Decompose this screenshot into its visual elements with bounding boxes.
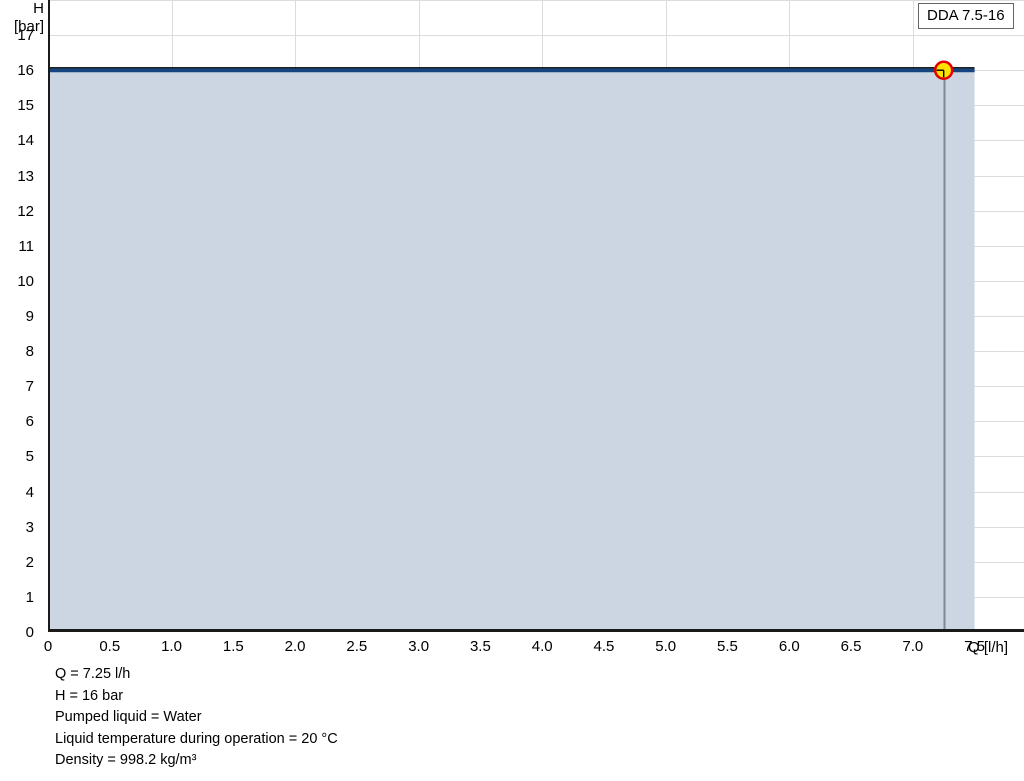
x-tick-2.0: 2.0: [284, 638, 306, 655]
y-tick-5: 5: [25, 448, 34, 466]
info-density: Density = 998.2 kg/m³: [55, 752, 197, 768]
operating-point-info: Q = 7.25 l/h H = 16 bar Pumped liquid = …: [55, 664, 338, 772]
plot-canvas: [48, 0, 1024, 632]
y-tick-0: 0: [25, 624, 34, 641]
y-axis-title: H [bar]: [8, 0, 44, 36]
x-tick-3.5: 3.5: [469, 638, 491, 655]
duty-point-marker[interactable]: [933, 60, 954, 80]
y-tick-4: 4: [25, 483, 34, 501]
x-tick-3.0: 3.0: [408, 638, 430, 655]
legend-box: DDA 7.5-16: [918, 3, 1014, 29]
x-tick-6.5: 6.5: [840, 638, 862, 655]
x-tick-0.5: 0.5: [99, 638, 121, 655]
x-tick-1.5: 1.5: [222, 638, 244, 655]
y-tick-7: 7: [25, 378, 34, 396]
performance-area-fill: [48, 70, 975, 632]
y-tick-9: 9: [25, 308, 34, 325]
legend-label: DDA 7.5-16: [927, 7, 1005, 24]
y-tick-17: 17: [17, 27, 34, 45]
y-tick-10: 10: [17, 272, 34, 290]
y-tick-6: 6: [25, 413, 34, 431]
x-tick-7.5: 7.5: [964, 638, 985, 655]
y-tick-8: 8: [25, 343, 34, 361]
x-tick-2.5: 2.5: [346, 638, 368, 655]
plot-area: [48, 0, 1024, 632]
info-head: H = 16 bar: [55, 687, 124, 704]
x-tick-5.5: 5.5: [717, 638, 738, 655]
info-flow: Q = 7.25 l/h: [55, 666, 131, 682]
y-tick-15: 15: [17, 97, 34, 115]
x-tick-6.0: 6.0: [778, 638, 800, 655]
y-tick-11: 11: [18, 237, 34, 255]
y-axis-symbol: H: [33, 0, 44, 17]
info-liquid-temperature: Liquid temperature during operation = 20…: [55, 730, 338, 747]
x-tick-7.0: 7.0: [902, 638, 924, 655]
x-tick-1.0: 1.0: [161, 638, 182, 655]
x-tick-0: 0: [43, 638, 53, 655]
y-tick-13: 13: [17, 167, 34, 185]
y-tick-3: 3: [25, 518, 34, 536]
y-tick-1: 1: [25, 588, 34, 606]
y-tick-2: 2: [25, 553, 34, 571]
x-axis-title: Q [l/h]: [968, 639, 1009, 656]
x-tick-5.0: 5.0: [655, 638, 677, 655]
x-tick-4.0: 4.0: [531, 638, 553, 655]
info-pumped-liquid: Pumped liquid = Water: [55, 709, 202, 725]
y-axis-unit: [bar]: [13, 18, 44, 35]
axis-ticks: [48, 0, 977, 632]
x-tick-4.5: 4.5: [593, 638, 615, 655]
y-tick-16: 16: [17, 62, 34, 80]
y-tick-14: 14: [17, 132, 34, 150]
performance-curve: [48, 67, 975, 73]
y-tick-12: 12: [17, 202, 34, 220]
